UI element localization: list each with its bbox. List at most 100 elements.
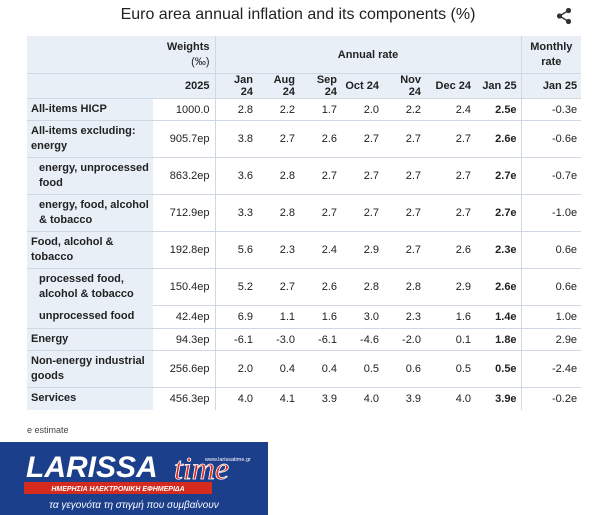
monthly-rate-cell: 0.6e xyxy=(520,231,582,269)
monthly-rate-cell: -0.6e xyxy=(520,120,582,158)
table-row: Non-energy industrial goods 256.6ep 2.0 0.4… xyxy=(27,350,582,388)
annual-rate-cell: 2.4 xyxy=(299,231,341,269)
annual-rate-cell: 4.0 xyxy=(214,387,257,410)
annual-rate-cell: 2.8 xyxy=(257,194,299,232)
annual-rate-cell: 2.6 xyxy=(425,231,475,269)
annual-rate-cell: 4.0 xyxy=(341,387,383,410)
row-label: Non-energy industrial goods xyxy=(27,350,153,388)
annual-rate-cell: 2.7 xyxy=(425,157,475,195)
row-label: Services xyxy=(27,387,153,410)
weight-cell: 192.8ep xyxy=(153,231,215,269)
table-row: energy, unprocessed food 863.2ep 3.6 2.8 2.7… xyxy=(27,157,582,195)
annual-rate-cell: 3.9 xyxy=(299,387,341,410)
weight-cell: 905.7ep xyxy=(153,120,215,158)
annual-rate-cell: 2.7 xyxy=(425,120,475,158)
annual-rate-cell: 2.3 xyxy=(383,305,425,329)
annual-rate-cell: 2.7 xyxy=(383,194,425,232)
annual-rate-cell: 1.6 xyxy=(299,305,341,329)
table-row: Services 456.3ep 4.0 4.1 3.9 4.0 3.9 4.0 3.9e -0.… xyxy=(27,387,582,410)
weights-header: Weights (‰) xyxy=(153,36,215,74)
annual-rate-cell: 0.5 xyxy=(425,350,475,388)
annual-rate-cell: 2.6e xyxy=(475,268,522,306)
annual-rate-cell: 3.8 xyxy=(214,120,257,158)
annual-rate-cell: -3.0 xyxy=(257,328,299,351)
monthly-rate-cell: -1.0e xyxy=(520,194,582,232)
weight-cell: 712.9ep xyxy=(153,194,215,232)
weights-label: Weights xyxy=(166,40,210,53)
annual-rate-cell: 2.9 xyxy=(341,231,383,269)
annual-rate-cell: -2.0 xyxy=(383,328,425,351)
annual-rate-cell: 2.4 xyxy=(425,98,475,121)
annual-rate-cell: 2.0 xyxy=(214,350,257,388)
annual-rate-cell: 3.0 xyxy=(341,305,383,329)
table-row: All-items HICP 1000.0 2.8 2.2 1.7 2.0 2.2 2.4 2.… xyxy=(27,98,582,121)
annual-rate-cell: 2.7 xyxy=(341,157,383,195)
col-header: Nov 24 xyxy=(383,73,425,99)
col-header: Aug 24 xyxy=(257,73,299,99)
annual-rate-cell: 2.0 xyxy=(341,98,383,121)
row-label: unprocessed food xyxy=(27,305,153,329)
annual-rate-cell: 2.7 xyxy=(341,194,383,232)
page-title: Euro area annual inflation and its compo… xyxy=(120,6,476,23)
row-label: All-items HICP xyxy=(27,98,153,121)
annual-rate-cell: 3.9e xyxy=(475,387,522,410)
monthly-rate-cell: -2.4e xyxy=(520,350,582,388)
weights-year: 2025 xyxy=(153,73,215,99)
col-header: Jan 24 xyxy=(214,73,257,99)
row-label: energy, unprocessed food xyxy=(27,157,153,195)
annual-rate-cell: 2.7e xyxy=(475,194,522,232)
header-blank-2 xyxy=(27,73,153,99)
annual-rate-cell: 2.7 xyxy=(257,120,299,158)
annual-rate-cell: 2.9 xyxy=(425,268,475,306)
annual-rate-cell: 2.3 xyxy=(257,231,299,269)
annual-rate-cell: 2.2 xyxy=(257,98,299,121)
annual-rate-cell: 3.9 xyxy=(383,387,425,410)
annual-rate-cell: 3.6 xyxy=(214,157,257,195)
larissatime-logo: LARISSA time www.larissatime.gr ΗΜΕΡΗΣΙΑ… xyxy=(0,442,268,515)
row-label: Energy xyxy=(27,328,153,351)
annual-rate-cell: 2.7 xyxy=(257,268,299,306)
annual-rate-cell: -6.1 xyxy=(299,328,341,351)
share-icon[interactable] xyxy=(555,7,573,25)
annual-rate-cell: 4.0 xyxy=(425,387,475,410)
annual-rate-cell: 1.8e xyxy=(475,328,522,351)
annual-rate-cell: 2.8 xyxy=(214,98,257,121)
table-row: processed food, alcohol & tobacco 150.4ep… xyxy=(27,268,582,306)
annual-rate-cell: 0.5 xyxy=(341,350,383,388)
logo-tagline-top: ΗΜΕΡΗΣΙΑ ΗΛΕΚΤΡΟΝΙΚΗ ΕΦΗΜΕΡΙΔΑ xyxy=(51,486,184,493)
annual-rate-cell: 2.7 xyxy=(383,231,425,269)
annual-rate-cell: 2.7 xyxy=(299,194,341,232)
row-label: All-items excluding: energy xyxy=(27,120,153,158)
weight-cell: 94.3ep xyxy=(153,328,215,351)
header-blank xyxy=(27,36,153,74)
weight-cell: 1000.0 xyxy=(153,98,215,121)
row-label: energy, food, alcohol & tobacco xyxy=(27,194,153,232)
annual-rate-cell: 3.3 xyxy=(214,194,257,232)
table-row: energy, food, alcohol & tobacco 712.9ep 3.… xyxy=(27,194,582,232)
annual-rate-cell: 5.6 xyxy=(214,231,257,269)
annual-rate-cell: 4.1 xyxy=(257,387,299,410)
annual-rate-cell: 0.6 xyxy=(383,350,425,388)
annual-rate-cell: 2.7 xyxy=(383,120,425,158)
annual-rate-cell: 2.6 xyxy=(299,268,341,306)
annual-rate-cell: 1.4e xyxy=(475,305,522,329)
weight-cell: 42.4ep xyxy=(153,305,215,329)
monthly-rate-cell: -0.2e xyxy=(520,387,582,410)
annual-rate-header: Annual rate xyxy=(214,36,522,74)
inflation-table: Weights (‰) Annual rate Monthly rate 202… xyxy=(27,36,582,410)
annual-rate-cell: 2.8 xyxy=(257,157,299,195)
annual-rate-cell: 2.8 xyxy=(383,268,425,306)
table-row: All-items excluding: energy 905.7ep 3.8 2.7… xyxy=(27,120,582,158)
logo-tagline-bottom: τα γεγονότα τη στιγμή που συμβαίνουν xyxy=(49,499,218,511)
footnote: e estimate xyxy=(27,425,69,435)
annual-rate-cell: 0.1 xyxy=(425,328,475,351)
col-header: Jan 25 xyxy=(475,73,522,99)
annual-rate-cell: 2.7e xyxy=(475,157,522,195)
annual-rate-cell: 2.5e xyxy=(475,98,522,121)
annual-rate-cell: 0.4 xyxy=(257,350,299,388)
table-row: unprocessed food 42.4ep 6.9 1.1 1.6 3.0 2.3 1.6… xyxy=(27,305,582,329)
annual-rate-cell: 2.8 xyxy=(341,268,383,306)
monthly-rate-cell: 2.9e xyxy=(520,328,582,351)
monthly-rate-cell: -0.7e xyxy=(520,157,582,195)
table-row: Energy 94.3ep -6.1 -3.0 -6.1 -4.6 -2.0 0.1 1.8e 2… xyxy=(27,328,582,351)
